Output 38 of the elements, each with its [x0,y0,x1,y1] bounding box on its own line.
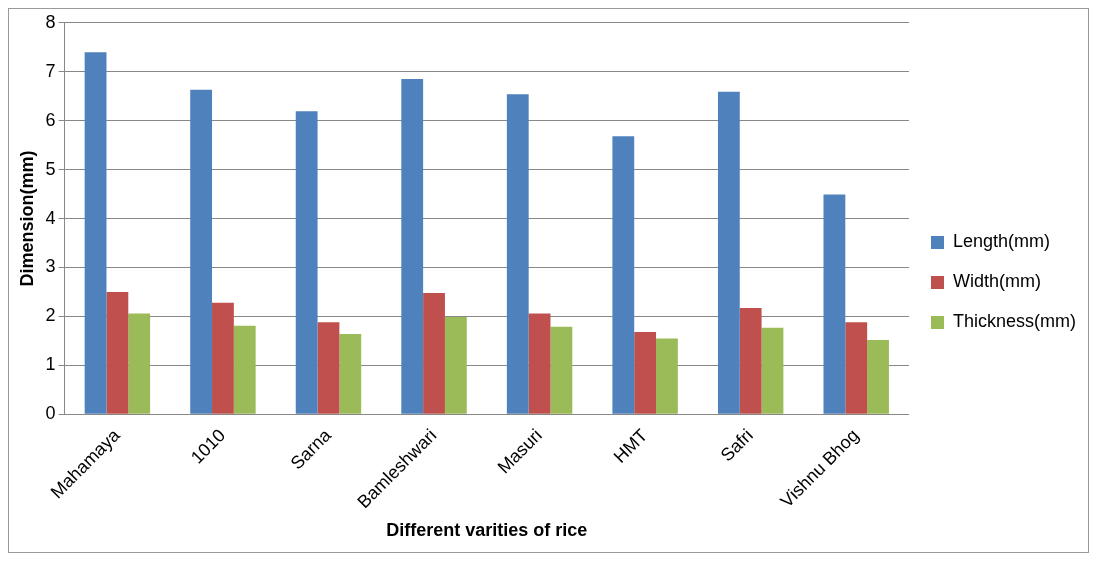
bar [717,91,740,414]
bar [317,322,340,414]
bar [739,308,762,414]
bar [128,313,151,414]
bar [550,326,573,414]
x-axis-title: Different varities of rice [386,520,588,541]
bar [867,339,889,414]
bar [845,322,868,414]
y-tick-label: 8 [45,11,56,32]
bar [106,291,129,414]
y-tick-label: 5 [45,158,56,179]
legend-label: Thickness(mm) [953,311,1077,332]
bar [190,89,213,414]
bar [401,79,424,414]
bar [339,334,362,414]
bar [295,111,318,414]
legend-label: Length(mm) [953,231,1051,252]
bar [423,292,445,414]
legend-label: Width(mm) [953,271,1041,292]
bar [506,94,529,414]
bar [634,332,657,414]
y-tick-label: 4 [45,207,56,228]
bar [84,52,107,414]
bar [761,327,784,414]
y-tick-label: 1 [45,354,56,375]
bar [212,302,234,414]
y-tick-label: 0 [45,403,56,424]
y-tick-label: 7 [45,60,56,81]
y-tick-label: 2 [45,305,56,326]
bar [233,325,256,414]
bar [656,338,678,414]
y-tick-label: 6 [45,109,56,130]
bar [823,194,846,414]
y-tick-label: 3 [45,256,56,277]
bar [528,313,551,414]
bar [444,316,467,414]
bar [612,136,635,414]
y-axis-title: Dimension(mm) [16,150,37,287]
